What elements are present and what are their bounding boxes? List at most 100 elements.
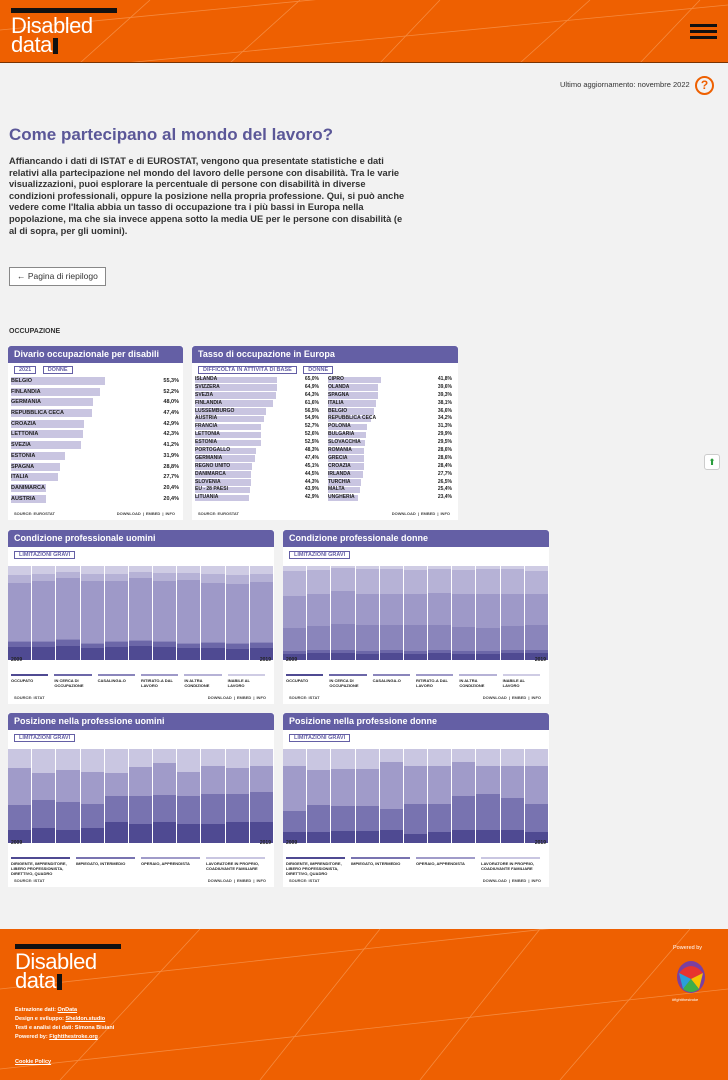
- stacked-bar-2018[interactable]: [225, 566, 249, 660]
- stacked-bar-2009[interactable]: [8, 749, 32, 843]
- stacked-bar-2010[interactable]: [307, 749, 331, 843]
- filter-gender[interactable]: DONNE: [42, 366, 73, 374]
- stacked-bar-2010[interactable]: [32, 749, 56, 843]
- stacked-bar-2015[interactable]: [428, 749, 452, 843]
- stacked-bar-2011[interactable]: [331, 749, 355, 843]
- info-link[interactable]: INFO: [531, 878, 541, 883]
- filter-gender[interactable]: DONNE: [303, 366, 334, 374]
- ondata-link[interactable]: OnData: [57, 1007, 78, 1013]
- logo-cursor: [56, 974, 62, 990]
- download-link[interactable]: DOWNLOAD: [482, 695, 507, 700]
- stacked-bar-2014[interactable]: [403, 566, 428, 660]
- stacked-bar-2015[interactable]: [153, 566, 177, 660]
- bar-segment: [153, 749, 177, 764]
- stacked-bar-2009[interactable]: [8, 566, 32, 660]
- bar-segment: [225, 749, 249, 768]
- stacked-bar-2016[interactable]: [177, 566, 201, 660]
- download-link[interactable]: DOWNLOAD: [116, 511, 141, 516]
- stacked-bar-2015[interactable]: [428, 566, 452, 660]
- stacked-bar-2014[interactable]: [128, 749, 153, 843]
- bar-segment: [249, 566, 273, 574]
- back-to-summary-button[interactable]: ← Pagina di riepilogo: [9, 267, 106, 286]
- bar-segment: [201, 824, 225, 843]
- stacked-bar-2017[interactable]: [476, 749, 500, 843]
- stacked-bar-2014[interactable]: [403, 749, 428, 843]
- stacked-bar-2016[interactable]: [452, 749, 476, 843]
- footer-logo[interactable]: Disabled data: [15, 944, 121, 992]
- info-link[interactable]: INFO: [165, 511, 175, 516]
- stacked-bar-2012[interactable]: [80, 749, 104, 843]
- stacked-bar-2014[interactable]: [128, 566, 153, 660]
- stacked-bar-2019[interactable]: [524, 749, 548, 843]
- bar-segment: [476, 749, 500, 766]
- fightthestroke-link[interactable]: Fightthestroke.org: [49, 1034, 98, 1040]
- stacked-bar-2017[interactable]: [201, 749, 225, 843]
- stacked-bar-2010[interactable]: [32, 566, 56, 660]
- bar-segment: [428, 568, 452, 594]
- feedback-side-icon[interactable]: ⬆: [704, 454, 720, 470]
- stacked-bar-2012[interactable]: [355, 749, 379, 843]
- stacked-bar-2019[interactable]: [524, 566, 548, 660]
- bar-segment: [153, 572, 177, 582]
- bar-segment: [403, 650, 428, 655]
- stacked-bar-2016[interactable]: [177, 749, 201, 843]
- bar-segment: [307, 769, 331, 806]
- bar: [11, 441, 82, 450]
- stacked-bar-2018[interactable]: [500, 749, 524, 843]
- stacked-bar-2013[interactable]: [104, 749, 128, 843]
- stacked-bar-2011[interactable]: [331, 566, 355, 660]
- filter-limitation[interactable]: LIMITAZIONI GRAVI: [289, 551, 351, 559]
- embed-link[interactable]: EMBED: [236, 878, 252, 883]
- stacked-bar-2009[interactable]: [283, 566, 307, 660]
- info-link[interactable]: INFO: [256, 695, 266, 700]
- stacked-bar-2017[interactable]: [476, 566, 500, 660]
- legend-swatch: [351, 857, 410, 859]
- stacked-bar-2013[interactable]: [379, 749, 403, 843]
- stacked-bar-2009[interactable]: [283, 749, 307, 843]
- download-link[interactable]: DOWNLOAD: [207, 878, 232, 883]
- legend-swatch: [416, 857, 475, 859]
- fightthestroke-logo-icon[interactable]: [675, 959, 707, 995]
- filter-limitation[interactable]: LIMITAZIONI GRAVI: [289, 734, 351, 742]
- stacked-bar-2019[interactable]: [249, 566, 273, 660]
- stacked-bar-2011[interactable]: [56, 566, 80, 660]
- menu-icon[interactable]: [690, 24, 717, 40]
- filter-limitation[interactable]: LIMITAZIONI GRAVI: [14, 551, 76, 559]
- download-link[interactable]: DOWNLOAD: [207, 695, 232, 700]
- bar-value: 27,7%: [437, 470, 452, 477]
- chart-footer: SOURCE: ISTAT DOWNLOAD | EMBED | INFO: [289, 878, 541, 883]
- embed-link[interactable]: EMBED: [420, 511, 436, 516]
- filter-year[interactable]: 2021: [14, 366, 37, 374]
- stacked-bar-2012[interactable]: [80, 566, 104, 660]
- stacked-bar-2017[interactable]: [201, 566, 225, 660]
- info-link[interactable]: INFO: [256, 878, 266, 883]
- download-link[interactable]: DOWNLOAD: [482, 878, 507, 883]
- help-icon[interactable]: ?: [695, 76, 714, 95]
- bar-row: GRECIA 28,6%: [328, 455, 454, 463]
- stacked-bar-2018[interactable]: [500, 566, 524, 660]
- stacked-bar-2019[interactable]: [249, 749, 273, 843]
- download-link[interactable]: DOWNLOAD: [391, 511, 416, 516]
- stacked-bar-2013[interactable]: [104, 566, 128, 660]
- legend-label: OPERAIO, APPRENDISTA: [141, 861, 190, 866]
- stacked-bar-2011[interactable]: [56, 749, 80, 843]
- cookie-policy-link[interactable]: Cookie Policy: [15, 1059, 52, 1065]
- bar-segment: [177, 580, 201, 644]
- stacked-bar-2016[interactable]: [452, 566, 476, 660]
- embed-link[interactable]: EMBED: [236, 695, 252, 700]
- info-link[interactable]: INFO: [440, 511, 450, 516]
- stacked-bar-2012[interactable]: [355, 566, 379, 660]
- info-link[interactable]: INFO: [531, 695, 541, 700]
- stacked-bar-2013[interactable]: [379, 566, 403, 660]
- sheldon-link[interactable]: Sheldon.studio: [65, 1016, 106, 1022]
- stacked-bar-2018[interactable]: [225, 749, 249, 843]
- embed-link[interactable]: EMBED: [145, 511, 161, 516]
- filter-difficulty[interactable]: DIFFICOLTÀ IN ATTIVITÀ DI BASE: [198, 366, 297, 374]
- site-logo[interactable]: Disabled data: [11, 8, 117, 56]
- filter-limitation[interactable]: LIMITAZIONI GRAVI: [14, 734, 76, 742]
- legend-item: IMPIEGATO, INTERMEDIO: [351, 857, 410, 866]
- stacked-bar-2010[interactable]: [307, 566, 331, 660]
- embed-link[interactable]: EMBED: [511, 695, 527, 700]
- embed-link[interactable]: EMBED: [511, 878, 527, 883]
- stacked-bar-2015[interactable]: [153, 749, 177, 843]
